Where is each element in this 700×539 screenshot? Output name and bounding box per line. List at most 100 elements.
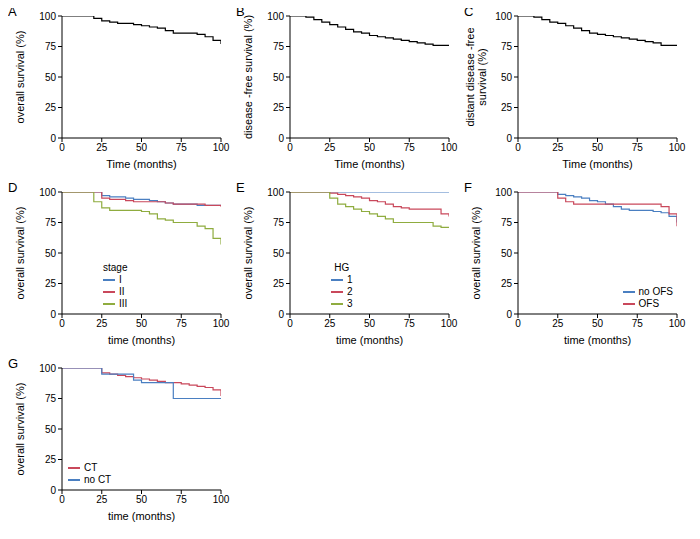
html-text:time (months): time (months) (107, 510, 176, 522)
svg-text:100: 100 (39, 11, 56, 22)
html-text:D: D (8, 180, 18, 195)
svg-text:75: 75 (176, 142, 188, 153)
html-text:F: F (464, 180, 472, 195)
svg-text:100: 100 (267, 187, 284, 198)
svg-text:25: 25 (324, 142, 336, 153)
svg-text:100: 100 (495, 11, 512, 22)
svg-text:100: 100 (39, 363, 56, 374)
svg-text:0: 0 (50, 133, 56, 144)
svg-text:0: 0 (59, 494, 65, 505)
svg-text:25: 25 (45, 102, 57, 113)
svg-text:50: 50 (45, 248, 57, 259)
svg-text:0: 0 (50, 485, 56, 496)
svg-text:0: 0 (59, 318, 65, 329)
svg-text:0: 0 (506, 133, 512, 144)
html-text:overall survival (%): overall survival (%) (470, 206, 482, 300)
svg-text:75: 75 (45, 41, 57, 52)
html-text:no OFS: no OFS (638, 286, 673, 297)
html-text:no CT: no CT (84, 474, 112, 485)
svg-text:25: 25 (45, 278, 57, 289)
svg-text:50: 50 (273, 72, 285, 83)
svg-text:75: 75 (273, 41, 285, 52)
svg-text:100: 100 (39, 187, 56, 198)
svg-text:75: 75 (45, 217, 57, 228)
html-text:Time (months): Time (months) (106, 158, 177, 170)
html-text:Time (months): Time (months) (562, 158, 633, 170)
svg-text:0: 0 (59, 142, 65, 153)
svg-text:100: 100 (441, 142, 458, 153)
html-text:G: G (8, 356, 19, 371)
svg-text:50: 50 (45, 72, 57, 83)
html-text:B: B (236, 4, 245, 19)
svg-text:25: 25 (96, 318, 108, 329)
svg-text:0: 0 (287, 142, 293, 153)
svg-text:25: 25 (501, 102, 513, 113)
svg-text:75: 75 (45, 393, 57, 404)
svg-text:75: 75 (501, 217, 513, 228)
svg-text:50: 50 (136, 494, 148, 505)
html-text:E: E (236, 180, 245, 195)
html-text:CT: CT (84, 462, 98, 473)
svg-text:25: 25 (324, 318, 336, 329)
svg-text:0: 0 (515, 318, 521, 329)
svg-text:100: 100 (267, 11, 284, 22)
svg-text:0: 0 (506, 309, 512, 320)
svg-text:100: 100 (213, 494, 230, 505)
svg-text:50: 50 (501, 248, 513, 259)
svg-text:100: 100 (213, 318, 230, 329)
svg-text:75: 75 (501, 41, 513, 52)
html-text:HG: HG (334, 262, 350, 273)
html-text:A: A (8, 4, 17, 19)
html-text:overall survival (%): overall survival (%) (14, 206, 26, 300)
svg-text:100: 100 (213, 142, 230, 153)
svg-text:25: 25 (273, 102, 285, 113)
html-text:disease -free survival (%): disease -free survival (%) (242, 15, 254, 139)
svg-text:50: 50 (136, 142, 148, 153)
svg-text:0: 0 (50, 309, 56, 320)
svg-text:75: 75 (273, 217, 285, 228)
html-text:1: 1 (347, 274, 353, 285)
svg-text:75: 75 (176, 318, 188, 329)
html-text:OFS: OFS (638, 298, 660, 309)
svg-text:0: 0 (278, 309, 284, 320)
svg-text:0: 0 (278, 133, 284, 144)
svg-text:25: 25 (273, 278, 285, 289)
svg-text:50: 50 (592, 318, 604, 329)
svg-text:75: 75 (404, 318, 416, 329)
svg-text:0: 0 (515, 142, 521, 153)
html-text:overall survival (%): overall survival (%) (14, 30, 26, 124)
svg-text:50: 50 (136, 318, 148, 329)
svg-text:50: 50 (273, 248, 285, 259)
svg-text:75: 75 (404, 142, 416, 153)
html-text:time (months): time (months) (335, 334, 404, 346)
svg-text:50: 50 (501, 72, 513, 83)
svg-text:75: 75 (632, 318, 644, 329)
svg-text:50: 50 (45, 424, 57, 435)
html-text:distant disease -free survival: distant disease -free survival (%) (464, 27, 488, 127)
html-text:overall survival (%): overall survival (%) (242, 206, 254, 300)
html-text:overall survival (%): overall survival (%) (14, 382, 26, 476)
html-text:III: III (119, 298, 128, 309)
svg-text:25: 25 (552, 318, 564, 329)
svg-text:25: 25 (501, 278, 513, 289)
html-text:Time (months): Time (months) (334, 158, 405, 170)
svg-text:100: 100 (669, 318, 686, 329)
html-text:time (months): time (months) (107, 334, 176, 346)
svg-text:75: 75 (632, 142, 644, 153)
svg-text:100: 100 (495, 187, 512, 198)
svg-text:100: 100 (441, 318, 458, 329)
svg-text:25: 25 (96, 142, 108, 153)
html-text:C: C (464, 4, 474, 19)
svg-text:100: 100 (669, 142, 686, 153)
svg-text:25: 25 (96, 494, 108, 505)
svg-text:75: 75 (176, 494, 188, 505)
svg-text:50: 50 (364, 142, 376, 153)
svg-text:50: 50 (364, 318, 376, 329)
svg-text:50: 50 (592, 142, 604, 153)
svg-text:0: 0 (287, 318, 293, 329)
html-text:stage: stage (103, 262, 128, 273)
html-text:II: II (119, 286, 125, 297)
svg-text:25: 25 (45, 454, 57, 465)
html-text:time (months): time (months) (563, 334, 632, 346)
svg-text:25: 25 (552, 142, 564, 153)
